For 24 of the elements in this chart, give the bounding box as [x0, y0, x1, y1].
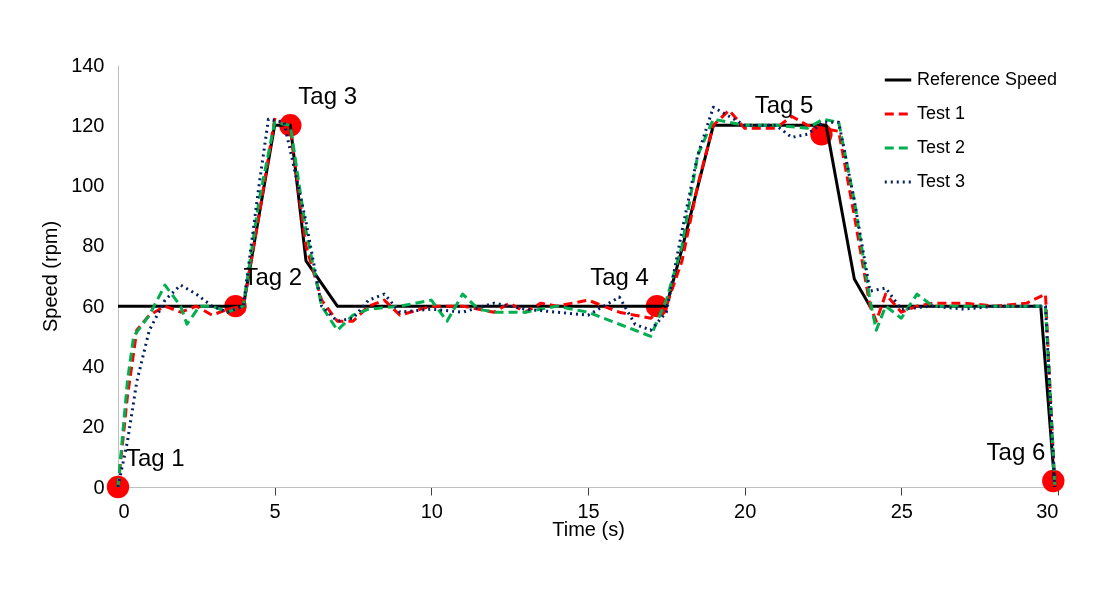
y-tick-label: 100: [71, 174, 105, 197]
y-axis-title: Speed (rpm): [39, 220, 62, 333]
legend-label: Test 1: [917, 103, 966, 123]
annotation: Tag 1: [126, 444, 185, 471]
y-tick-label: 40: [82, 354, 105, 377]
x-tick-label: 30: [1036, 499, 1059, 522]
annotation: Tag 6: [986, 437, 1046, 465]
annotation: Tag 4: [590, 263, 649, 291]
y-tick-label: 80: [82, 234, 105, 257]
y-tick-label: 20: [82, 415, 105, 438]
x-tick-label: 0: [118, 499, 130, 522]
x-tick-label: 25: [890, 499, 913, 522]
annotation: Tag 3: [298, 82, 358, 110]
x-tick-label: 10: [420, 499, 443, 522]
legend-label: Reference Speed: [917, 69, 1058, 89]
y-tick-label: 120: [71, 113, 105, 136]
x-tick-label: 20: [734, 499, 757, 522]
legend-label: Test 3: [917, 171, 966, 191]
y-tick-label: 60: [82, 294, 105, 317]
x-tick-label: 5: [269, 499, 281, 522]
y-tick-label: 0: [93, 475, 105, 498]
y-tick-label: 140: [71, 53, 105, 76]
legend-label: Test 2: [917, 137, 966, 157]
annotation: Tag 5: [754, 91, 814, 119]
